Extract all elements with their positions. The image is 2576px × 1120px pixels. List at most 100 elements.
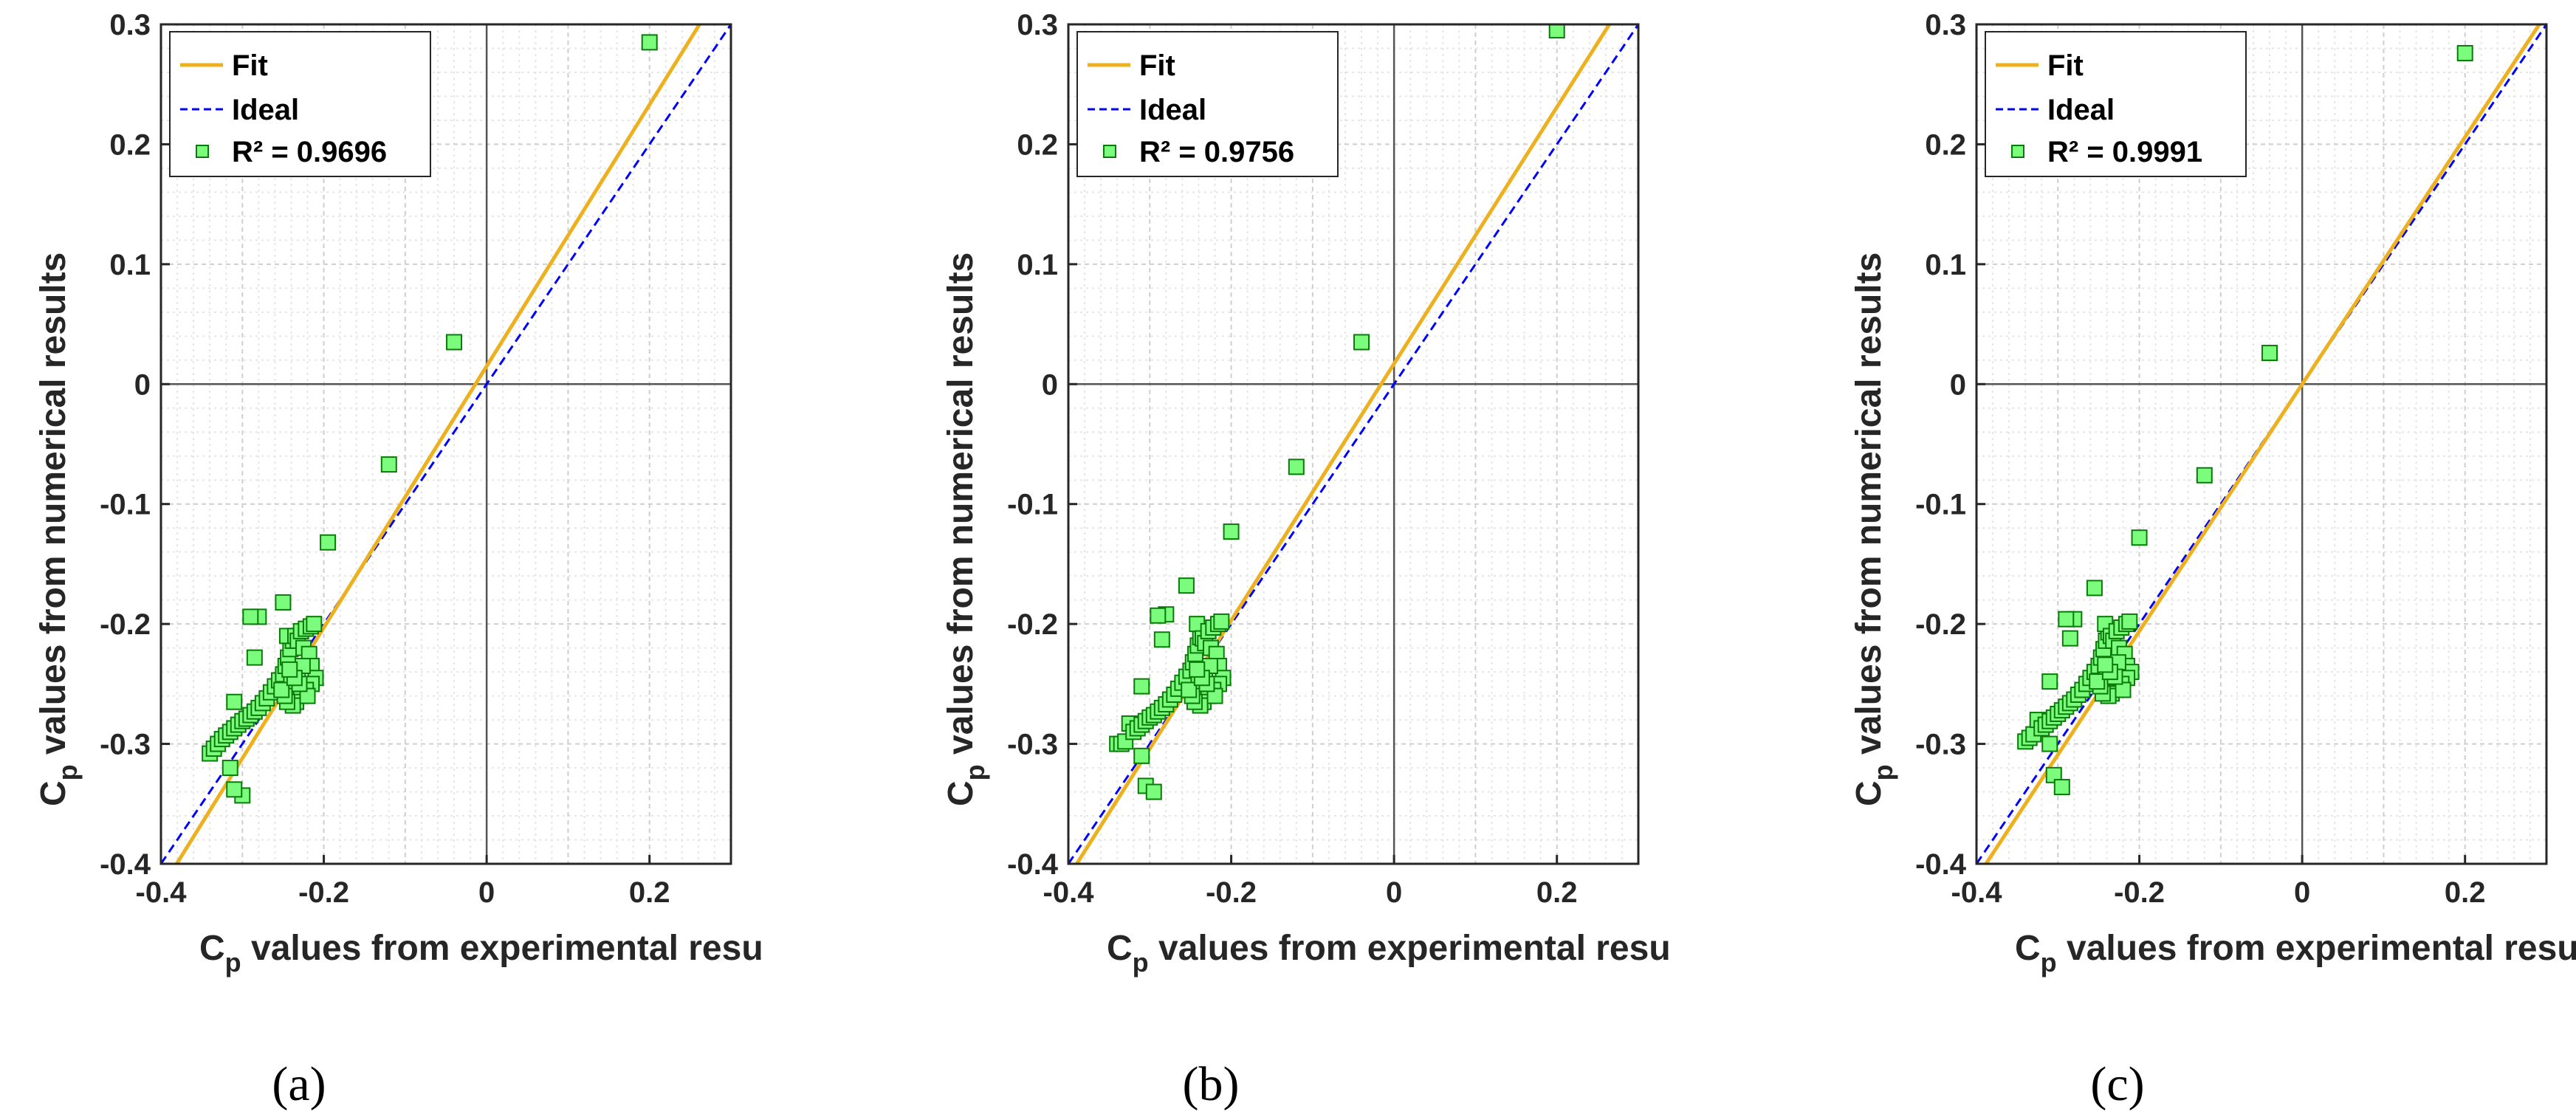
x-tick-label: 0 — [2294, 876, 2310, 909]
y-tick-label: 0.1 — [109, 249, 151, 281]
plot-content — [1976, 24, 2546, 864]
y-axis-label-sub: p — [52, 764, 83, 780]
legend: Fit Ideal R² = 0.9991 — [1985, 31, 2247, 177]
x-tick-label: 0 — [478, 876, 495, 909]
data-point — [2086, 580, 2103, 597]
y-tick-label: 0 — [1950, 368, 1966, 401]
y-axis-label-rest: values from numerical results — [34, 252, 73, 765]
data-point — [320, 534, 337, 551]
x-tick-label: -0.2 — [1206, 876, 1257, 909]
x-tick-label: -0.4 — [1951, 876, 2003, 909]
legend-ideal-label: Ideal — [1139, 94, 1206, 126]
y-axis-label-sub: p — [960, 764, 990, 780]
y-tick-label: 0 — [1042, 368, 1058, 401]
legend: Fit Ideal R² = 0.9756 — [1076, 31, 1339, 177]
data-point — [2121, 613, 2138, 630]
data-point — [2061, 630, 2078, 647]
legend: Fit Ideal R² = 0.9696 — [169, 31, 431, 177]
legend-points-swatch — [1103, 145, 1116, 158]
panel-caption: (a) — [272, 1057, 326, 1111]
x-tick-label: 0.2 — [2445, 876, 2486, 909]
y-tick-label: 0.3 — [1925, 9, 1966, 41]
y-tick-label: 0.1 — [1017, 249, 1058, 281]
y-tick-label: -0.2 — [1915, 608, 1966, 641]
y-axis-label-main: C — [1849, 780, 1889, 806]
x-axis-label-sub: p — [225, 947, 241, 978]
x-tick-label: 0.2 — [629, 876, 670, 909]
x-axis-label-rest: values from experimental resu — [1149, 929, 1671, 968]
y-tick-label: -0.4 — [1915, 848, 1967, 881]
y-tick-label: 0 — [134, 368, 151, 401]
y-tick-label: 0.3 — [1017, 9, 1058, 41]
x-tick-label: -0.2 — [2114, 876, 2165, 909]
data-point — [2261, 345, 2278, 362]
data-point — [380, 456, 397, 473]
data-point — [2115, 681, 2132, 698]
data-point — [1353, 334, 1370, 351]
data-point — [2456, 44, 2473, 61]
x-axis-label: Cp values from experimental resu — [1107, 929, 1671, 978]
panel-caption: (c) — [2090, 1057, 2144, 1111]
data-point — [1153, 631, 1170, 648]
plot-content — [161, 24, 731, 864]
data-point — [2196, 467, 2213, 484]
data-point — [2041, 735, 2058, 752]
data-point — [221, 760, 238, 777]
plot-frame — [1975, 23, 2548, 865]
data-point — [1181, 681, 1198, 698]
legend-fit-label: Fit — [2047, 49, 2084, 82]
y-axis-label-main: C — [34, 780, 73, 806]
plot-content — [1068, 24, 1638, 864]
x-axis-label-rest: values from experimental resu — [2057, 929, 2576, 968]
y-tick-label: -0.4 — [100, 848, 151, 881]
minor-grid — [1976, 24, 2546, 864]
x-tick-label: 0.2 — [1536, 876, 1578, 909]
y-tick-label: -0.3 — [1915, 729, 1966, 761]
x-tick-label: -0.4 — [1043, 876, 1095, 909]
data-point — [275, 594, 292, 611]
y-axis-label-rest: values from numerical results — [941, 252, 980, 765]
data-points — [202, 34, 658, 804]
y-tick-label: -0.4 — [1007, 848, 1059, 881]
x-axis-label-main: C — [2015, 929, 2041, 968]
y-tick-label: 0.2 — [109, 128, 151, 161]
data-point — [281, 661, 298, 678]
chart-panel-b: -0.4 -0.2 0 0.2 0.3 0.2 0.1 0 -0.1 -0.2 -0.3 -0.4 Cp… — [941, 9, 1671, 1111]
legend-points-label: R² = 0.9991 — [2047, 136, 2202, 168]
y-tick-label: -0.1 — [1007, 489, 1058, 521]
x-axis-label-main: C — [199, 929, 225, 968]
y-axis-label-sub: p — [1868, 764, 1898, 780]
x-axis-label-sub: p — [2041, 947, 2057, 978]
y-axis-label: Cp values from numerical results — [1849, 252, 1898, 806]
ideal-line — [161, 24, 731, 864]
y-tick-label: -0.3 — [100, 729, 151, 761]
data-point — [641, 34, 658, 51]
plot-frame — [1067, 23, 1640, 865]
x-tick-label: -0.4 — [136, 876, 188, 909]
legend-fit-label: Fit — [1139, 49, 1175, 82]
data-point — [2053, 779, 2070, 796]
x-axis-label-main: C — [1107, 929, 1133, 968]
fit-line — [1983, 24, 2542, 864]
data-point — [2045, 766, 2062, 783]
legend-ideal-label: Ideal — [232, 94, 299, 126]
y-tick-label: -0.1 — [100, 489, 151, 521]
data-point — [2097, 656, 2114, 673]
data-point — [306, 616, 323, 633]
y-axis-label: Cp values from numerical results — [941, 252, 990, 806]
data-point — [446, 334, 463, 351]
data-point — [242, 608, 259, 625]
y-tick-label: 0.2 — [1925, 128, 1966, 161]
legend-ideal-label: Ideal — [2047, 94, 2115, 126]
chart-panel-c: -0.4 -0.2 0 0.2 0.3 0.2 0.1 0 -0.1 -0.2 -0.3 -0.4 Cp… — [1849, 9, 2576, 1111]
data-point — [226, 693, 243, 710]
data-point — [1133, 747, 1150, 764]
legend-box — [169, 31, 431, 177]
y-tick-label: 0.1 — [1925, 249, 1966, 281]
data-point — [226, 781, 243, 798]
data-point — [2089, 673, 2106, 690]
legend-box — [1076, 31, 1339, 177]
x-axis-label-sub: p — [1133, 947, 1149, 978]
panel-caption: (b) — [1183, 1057, 1240, 1111]
